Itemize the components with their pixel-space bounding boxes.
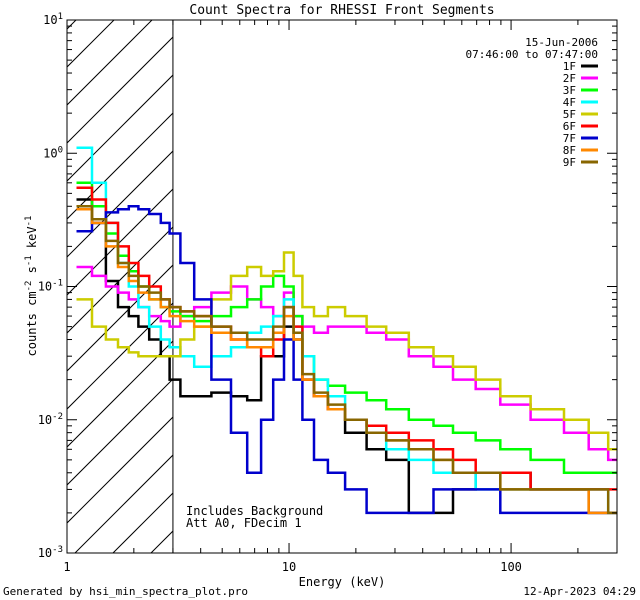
- annotation-background: Includes Background: [186, 504, 323, 518]
- footer-timestamp: 12-Apr-2023 04:29: [523, 585, 636, 598]
- legend-label-7F: 7F: [563, 132, 576, 145]
- y-tick-label: 101: [43, 12, 63, 27]
- annotation-attenuator: Att A0, FDecim 1: [186, 516, 302, 530]
- legend-label-5F: 5F: [563, 108, 576, 121]
- time-range-label: 07:46:00 to 07:47:00: [466, 48, 598, 61]
- legend-label-1F: 1F: [563, 60, 576, 73]
- hatch-line: [67, 264, 173, 372]
- series-9F: [76, 205, 617, 515]
- x-axis-label: Energy (keV): [299, 575, 386, 589]
- legend-label-9F: 9F: [563, 156, 576, 169]
- hatch-line: [67, 74, 173, 182]
- chart-title: Count Spectra for RHESSI Front Segments: [189, 3, 494, 18]
- x-tick-label: 1: [63, 560, 70, 574]
- y-tick-label: 10-2: [38, 412, 63, 427]
- hatch-line: [74, 454, 173, 553]
- hatch-line: [67, 378, 173, 486]
- y-tick-label: 10-1: [38, 279, 63, 294]
- hatch-line: [67, 36, 173, 144]
- hatch-line: [67, 188, 173, 296]
- legend-label-3F: 3F: [563, 84, 576, 97]
- series-6F: [76, 186, 617, 491]
- y-tick-label: 100: [43, 145, 63, 160]
- x-tick-label: 100: [500, 560, 522, 574]
- series-5F: [76, 251, 617, 451]
- y-axis-label: counts cm-2 s-1 keV-1: [24, 216, 39, 357]
- legend-label-2F: 2F: [563, 72, 576, 85]
- excluded-energy-hatch: [0, 0, 173, 553]
- series-2F: [76, 265, 617, 462]
- series-4F: [76, 146, 617, 515]
- hatch-line: [67, 226, 173, 334]
- legend-label-8F: 8F: [563, 144, 576, 157]
- series-group: [76, 146, 617, 515]
- footer-generated-by: Generated by hsi_min_spectra_plot.pro: [3, 585, 249, 598]
- hatch-line: [67, 416, 173, 524]
- x-tick-label: 10: [282, 560, 296, 574]
- series-7F: [76, 205, 617, 515]
- hatch-line: [67, 20, 77, 30]
- legend-label-4F: 4F: [563, 96, 576, 109]
- hatch-line: [67, 20, 153, 106]
- plot-info: 15-Jun-2006 07:46:00 to 07:47:00: [466, 36, 598, 61]
- series-8F: [76, 207, 617, 515]
- hatch-line: [0, 0, 27, 553]
- date-label: 15-Jun-2006: [525, 36, 598, 49]
- y-tick-label: 10-3: [38, 545, 63, 560]
- legend-label-6F: 6F: [563, 120, 576, 133]
- hatch-line: [112, 492, 173, 553]
